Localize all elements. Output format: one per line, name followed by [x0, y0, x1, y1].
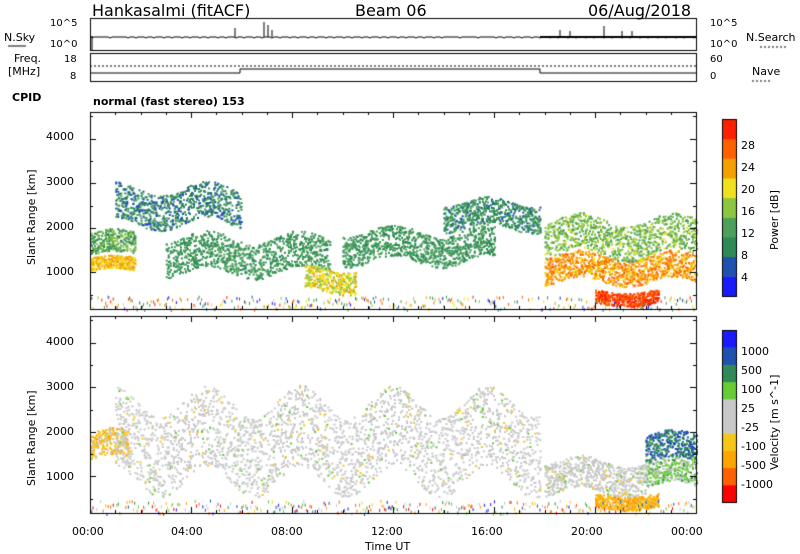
nsearch-bottom-tick: 10^0: [710, 39, 738, 50]
velocity-cbar-tick-m500: -500: [741, 459, 766, 472]
power-cbar-tick-24: 24: [741, 161, 755, 174]
nsearch-label: N.Search: [746, 31, 796, 44]
freq-unit-label: [MHz]: [8, 65, 41, 78]
date-title: 06/Aug/2018: [588, 1, 692, 20]
nave-bottom-tick: 0: [710, 71, 717, 82]
freq-top-tick: 18: [64, 54, 77, 65]
velocity-ytick-3000: 3000: [46, 380, 74, 393]
nsky-bottom-tick: 10^0: [50, 39, 78, 50]
velocity-cbar-tick-1000: 1000: [741, 345, 769, 358]
power-ytick-1000: 1000: [46, 265, 74, 278]
velocity-ylabel: Slant Range [km]: [25, 390, 38, 486]
power-cbar-tick-4: 4: [741, 271, 748, 284]
nsky-top-tick: 10^5: [50, 18, 78, 29]
power-ytick-3000: 3000: [46, 175, 74, 188]
power-cbar-label: Power [dB]: [768, 190, 781, 250]
freq-label: Freq.: [14, 52, 42, 65]
velocity-cbar-label: Velocity [m s^-1]: [768, 374, 781, 470]
xlabel: Time UT: [365, 540, 411, 553]
xtick-0400: 04:00: [171, 525, 203, 538]
xtick-1600: 16:00: [471, 525, 503, 538]
power-cbar-tick-16: 16: [741, 205, 755, 218]
xtick-1200: 12:00: [371, 525, 403, 538]
velocity-cbar-tick-m25: -25: [741, 421, 759, 434]
velocity-ytick-1000: 1000: [46, 470, 74, 483]
nave-label: Nave: [752, 65, 781, 78]
cpid-value: normal (fast stereo) 153: [93, 95, 245, 108]
xtick-0000: 00:00: [72, 525, 104, 538]
velocity-cbar-tick-m1000: -1000: [741, 478, 773, 491]
xtick-2000: 20:00: [571, 525, 603, 538]
nsearch-top-tick: 10^5: [710, 18, 738, 29]
power-ylabel: Slant Range [km]: [25, 169, 38, 265]
station-title: Hankasalmi (fitACF): [92, 1, 251, 20]
velocity-ytick-4000: 4000: [46, 335, 74, 348]
velocity-cbar-tick-25: 25: [741, 402, 755, 415]
velocity-cbar-tick-500: 500: [741, 364, 762, 377]
velocity-cbar-tick-100: 100: [741, 383, 762, 396]
power-cbar-tick-12: 12: [741, 227, 755, 240]
xtick-2400: 00:00: [671, 525, 703, 538]
power-cbar-tick-20: 20: [741, 183, 755, 196]
power-cbar-tick-8: 8: [741, 249, 748, 262]
cpid-label: CPID: [12, 91, 42, 104]
power-cbar-tick-28: 28: [741, 139, 755, 152]
velocity-cbar-tick-m100: -100: [741, 440, 766, 453]
xtick-0800: 08:00: [271, 525, 303, 538]
velocity-ytick-2000: 2000: [46, 425, 74, 438]
nave-top-tick: 60: [710, 54, 723, 65]
freq-bottom-tick: 8: [70, 71, 77, 82]
beam-title: Beam 06: [355, 1, 427, 20]
power-ytick-2000: 2000: [46, 220, 74, 233]
power-ytick-4000: 4000: [46, 130, 74, 143]
nsky-label: N.Sky: [4, 31, 36, 44]
